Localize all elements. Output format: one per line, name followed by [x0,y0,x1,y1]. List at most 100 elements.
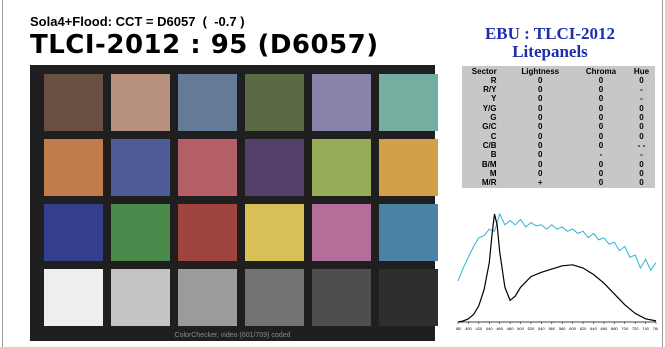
lightness-cell: 0 [538,112,543,122]
x-tick-label: 580 [559,326,566,331]
chroma-cell: - [599,150,603,160]
x-tick-label: 420 [475,326,482,331]
color-patch [312,269,371,326]
spectral-distribution-plot: 3804004204404604805005205405605806006206… [456,212,658,331]
color-patch [245,139,304,196]
color-patch [178,269,237,326]
x-tick-label: 480 [507,326,514,331]
chroma-cell: 0 [598,103,604,113]
color-patch [245,204,304,261]
color-patch [379,74,438,131]
chroma-cell: 0 [598,75,604,85]
checker-caption: ColorChecker, video (601/709) coded [174,332,291,339]
hue-cell: 0 [639,168,644,178]
x-tick-label: 620 [580,326,587,331]
right-border [662,0,663,347]
chroma-cell: 0 [598,84,604,94]
sector-cell: G [490,112,497,122]
hue-cell: 0 [639,122,644,132]
x-tick-label: 520 [528,326,535,331]
x-tick-label: 640 [590,326,597,331]
sector-cell: B [490,150,497,160]
table-row: Y 0 0 - [462,95,655,104]
lightness-cell: 0 [538,140,543,150]
color-patch [379,139,438,196]
color-patch [178,74,237,131]
chroma-cell: 0 [598,122,604,132]
table-row: R 0 0 0 [462,76,655,85]
sector-cell: B/M [481,159,497,169]
x-tick-label: 700 [621,326,628,331]
chroma-cell: 0 [598,178,604,188]
table-row: M/R +0 0 [462,179,655,188]
table-row: G 0 0 0 [462,113,655,122]
sector-cell: R [490,75,497,85]
header-lightness: Lightness [521,66,560,76]
test-spectrum-line [457,213,657,323]
color-patch [379,269,438,326]
chroma-cell: 0 [598,140,604,150]
tlci-score-title: TLCI-2012 : 95 (D6057) [30,30,379,60]
hue-cell: 0 [639,103,644,113]
x-tick-label: 380 [456,326,462,331]
reference-spectrum-line [457,212,657,282]
hue-cell: 0 [639,75,644,85]
color-patch [44,139,103,196]
sector-cell: C/B [482,140,497,150]
left-border [2,0,3,347]
sector-cell: M/R [481,178,497,188]
x-tick-label: 560 [548,326,555,331]
lightness-cell: 0 [538,131,543,141]
sector-cell: Y/G [482,103,497,113]
color-checker-chart: ColorChecker, video (601/709) coded [30,65,438,341]
ebu-title: EBU : TLCI-2012 [484,24,616,43]
hue-cell: 0 [639,131,644,141]
lightness-cell: 0 [538,168,543,178]
x-tick-label: 760 [653,326,658,331]
lightness-cell: 0 [538,94,543,104]
table-row: B 0 - - [462,151,655,160]
chroma-cell: 0 [598,159,604,169]
color-patch [44,269,103,326]
header-chroma: Chroma [585,66,617,76]
table-row: B/M 0 0 0 [462,160,655,169]
sector-cell: C [490,131,497,141]
table-row: C 0 0 0 [462,132,655,141]
x-tick-label: 660 [601,326,608,331]
chroma-cell: 0 [598,131,604,141]
sector-cell: G/C [482,122,497,132]
sector-cell: Y [491,94,497,104]
hue-cell: - [640,84,643,94]
cct-subtitle: Sola4+Flood: CCT = D6057 ( -0.7 ) [30,14,245,29]
x-tick-label: 540 [538,326,545,331]
hue-cell: - - [637,140,646,150]
color-patch [312,74,371,131]
table-row: Y/G 0 0 0 [462,104,655,113]
hue-cell: - [640,150,643,160]
lightness-cell: + [537,178,543,188]
color-patch [178,139,237,196]
hue-cell: 0 [639,178,644,188]
x-tick-label: 460 [496,326,503,331]
table-header-row: Sector Lightness Chroma Hue [462,66,655,76]
lightness-cell: 0 [538,84,543,94]
sector-cell: M [489,168,497,178]
table-row: C/B 0 0 - - [462,141,655,150]
color-patch [44,204,103,261]
ebu-subtitle: Litepanels [512,42,588,61]
color-patch [245,269,304,326]
table-row: M 0 0 0 [462,169,655,178]
x-tick-label: 500 [517,326,524,331]
lightness-cell: 0 [538,122,543,132]
chroma-cell: 0 [598,112,604,122]
sector-results-table: Sector Lightness Chroma Hue R 0 0 0 R/Y 0 0- Y 0… [462,66,655,188]
color-patch [111,204,170,261]
hue-cell: 0 [639,112,644,122]
lightness-cell: 0 [538,75,543,85]
x-tick-label: 720 [632,326,639,331]
header-sector: Sector [471,66,497,76]
hue-cell: 0 [639,159,644,169]
x-tick-label: 740 [642,326,649,331]
color-patch [178,204,237,261]
header-hue: Hue [633,66,650,76]
